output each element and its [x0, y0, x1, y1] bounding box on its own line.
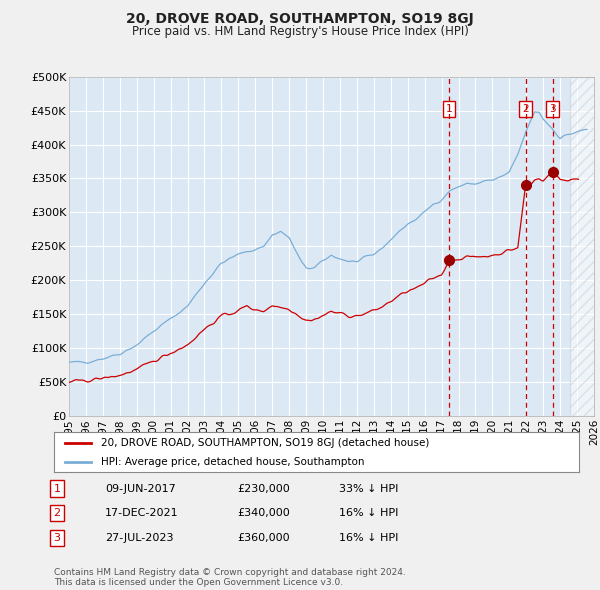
Text: 27-JUL-2023: 27-JUL-2023: [105, 533, 173, 543]
Text: 17-DEC-2021: 17-DEC-2021: [105, 509, 179, 518]
Text: 2: 2: [53, 509, 61, 518]
Text: 1: 1: [53, 484, 61, 493]
Text: 3: 3: [550, 104, 556, 114]
Text: 20, DROVE ROAD, SOUTHAMPTON, SO19 8GJ (detached house): 20, DROVE ROAD, SOUTHAMPTON, SO19 8GJ (d…: [101, 438, 430, 448]
Text: HPI: Average price, detached house, Southampton: HPI: Average price, detached house, Sout…: [101, 457, 365, 467]
Text: £230,000: £230,000: [237, 484, 290, 493]
Text: 2: 2: [522, 104, 529, 114]
Bar: [570, 77, 600, 416]
Text: 33% ↓ HPI: 33% ↓ HPI: [339, 484, 398, 493]
Text: 3: 3: [53, 533, 61, 543]
Text: 1: 1: [446, 104, 452, 114]
Text: £340,000: £340,000: [237, 509, 290, 518]
Text: Contains HM Land Registry data © Crown copyright and database right 2024.
This d: Contains HM Land Registry data © Crown c…: [54, 568, 406, 587]
Text: 20, DROVE ROAD, SOUTHAMPTON, SO19 8GJ: 20, DROVE ROAD, SOUTHAMPTON, SO19 8GJ: [126, 12, 474, 26]
Text: 16% ↓ HPI: 16% ↓ HPI: [339, 533, 398, 543]
Text: 09-JUN-2017: 09-JUN-2017: [105, 484, 176, 493]
Text: Price paid vs. HM Land Registry's House Price Index (HPI): Price paid vs. HM Land Registry's House …: [131, 25, 469, 38]
Text: 16% ↓ HPI: 16% ↓ HPI: [339, 509, 398, 518]
Text: £360,000: £360,000: [237, 533, 290, 543]
